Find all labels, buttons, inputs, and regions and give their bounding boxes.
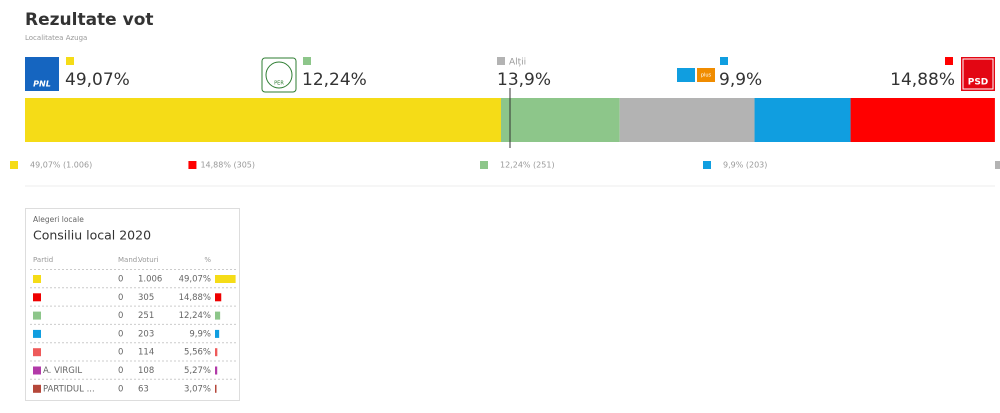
- table-header: Partid: [33, 256, 53, 264]
- value-label: 9,9%: [719, 70, 762, 90]
- bar-segment: [25, 98, 501, 142]
- votes: 203: [138, 329, 154, 339]
- logo-ring: [265, 61, 293, 89]
- table-subtitle: Consiliu local 2020: [33, 228, 151, 243]
- pct: 5,27%: [184, 366, 211, 376]
- pct-bar: [215, 366, 218, 375]
- legend-label: 14,88% (305): [200, 161, 255, 170]
- row-swatch: [33, 348, 41, 357]
- party-name: PARTIDUL ...: [43, 384, 95, 394]
- logo: [961, 57, 995, 91]
- table-box: [25, 208, 240, 401]
- pct-bar: [215, 293, 222, 302]
- seats: 0: [118, 293, 123, 303]
- votes: 108: [138, 366, 154, 376]
- row-swatch: [33, 366, 41, 375]
- logo: [261, 57, 297, 93]
- bar-segment: [500, 98, 620, 142]
- logo-text: PER: [274, 81, 284, 87]
- logo-text: PSD: [968, 78, 989, 88]
- legend-swatch: [480, 161, 488, 169]
- table-header: Voturi: [138, 256, 159, 264]
- value-label: 12,24%: [302, 70, 367, 90]
- swatch: [720, 57, 728, 65]
- table-header: %: [204, 256, 211, 264]
- row-swatch: [33, 275, 41, 283]
- logo: [25, 57, 59, 91]
- swatch: [66, 57, 74, 65]
- bar-segment: [850, 98, 995, 142]
- seats: 0: [118, 329, 123, 339]
- swatch: [497, 57, 505, 65]
- logo-text: PNL: [33, 80, 51, 89]
- votes: 1.006: [138, 275, 162, 285]
- series-name: Alții: [509, 58, 526, 68]
- logo-text: plus: [701, 73, 712, 79]
- party-name: A. VIRGIL: [43, 366, 82, 376]
- subtitle: Localitatea Azuga: [25, 34, 87, 42]
- legend-swatch: [10, 161, 18, 169]
- row-swatch: [33, 384, 41, 393]
- pct-bar: [215, 275, 236, 283]
- row-swatch: [33, 329, 41, 338]
- legend-label: 12,24% (251): [500, 161, 555, 170]
- seats: 0: [118, 275, 123, 285]
- seats: 0: [118, 348, 123, 358]
- legend-label: 49,07% (1.006): [30, 161, 92, 170]
- swatch: [945, 57, 953, 65]
- swatch: [303, 57, 311, 65]
- votes: 251: [138, 311, 154, 321]
- row-swatch: [33, 311, 41, 320]
- pct-bar: [215, 384, 217, 393]
- pct: 5,56%: [184, 348, 211, 358]
- bar-segment: [619, 98, 755, 142]
- votes: 114: [138, 348, 154, 358]
- bar-segment: [754, 98, 851, 142]
- pct: 9,9%: [189, 329, 211, 339]
- seats: 0: [118, 366, 123, 376]
- legend-swatch: [995, 161, 1000, 169]
- value-label: 49,07%: [65, 70, 130, 90]
- table-header: Mand.: [118, 256, 139, 264]
- votes: 63: [138, 384, 149, 394]
- seats: 0: [118, 311, 123, 321]
- logo: [697, 68, 715, 82]
- pct-bar: [215, 329, 220, 338]
- legend-swatch: [188, 161, 197, 169]
- row-swatch: [33, 293, 41, 302]
- pct-bar: [215, 311, 221, 320]
- votes: 305: [138, 293, 154, 303]
- value-label: 14,88%: [890, 70, 955, 90]
- table-title: Alegeri locale: [33, 215, 84, 224]
- logo-border: [962, 58, 994, 90]
- legend-swatch: [703, 161, 711, 169]
- pct: 12,24%: [179, 311, 211, 321]
- legend-label: 9,9% (203): [723, 161, 767, 170]
- value-label: 13,9%: [497, 70, 551, 90]
- pct: 49,07%: [179, 275, 211, 285]
- title: Rezultate vot: [25, 10, 154, 30]
- pct: 3,07%: [184, 384, 211, 394]
- seats: 0: [118, 384, 123, 394]
- logo: [677, 68, 695, 82]
- pct-bar: [215, 348, 218, 357]
- pct: 14,88%: [179, 293, 211, 303]
